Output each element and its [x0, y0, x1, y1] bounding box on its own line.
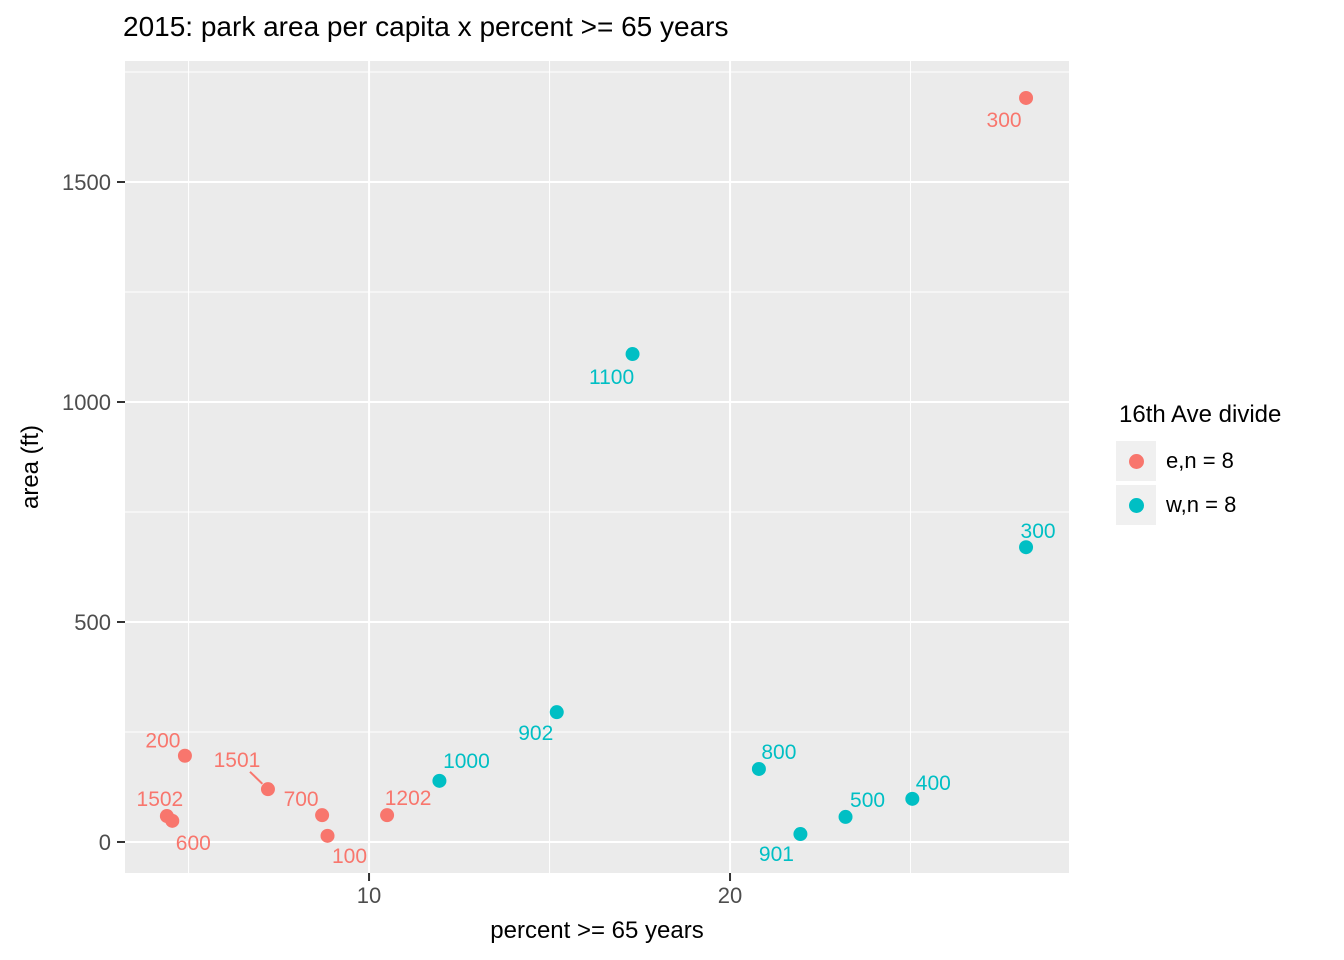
x-axis-title: percent >= 65 years — [490, 917, 704, 944]
y-tick-label: 1000 — [62, 390, 111, 415]
data-point — [1019, 540, 1034, 555]
point-label: 800 — [761, 741, 796, 764]
point-label: 500 — [850, 789, 885, 812]
point-label: 901 — [759, 843, 794, 866]
point-label: 100 — [332, 845, 367, 868]
label-leader-line — [249, 771, 264, 785]
data-point — [432, 773, 447, 788]
plot-panel — [125, 61, 1069, 873]
point-label: 300 — [1021, 520, 1056, 543]
x-tick-label: 10 — [357, 883, 381, 908]
data-point — [1019, 90, 1034, 105]
data-point — [165, 813, 180, 828]
data-point — [315, 808, 330, 823]
legend-entry-w: w,n = 8 — [1116, 485, 1281, 525]
data-point — [549, 705, 564, 720]
point-label: 400 — [916, 772, 951, 795]
y-tick-label: 0 — [99, 830, 111, 855]
point-label: 1501 — [214, 749, 261, 772]
chart-title: 2015: park area per capita x percent >= … — [123, 11, 729, 42]
data-point — [320, 828, 335, 843]
y-tick-label: 1500 — [62, 170, 111, 195]
data-point — [793, 827, 808, 842]
y-axis-title: area (ft) — [17, 424, 44, 510]
point-label: 600 — [176, 832, 211, 855]
data-point — [751, 761, 766, 776]
data-point — [260, 782, 275, 797]
point-label: 200 — [145, 730, 180, 753]
point-label: 700 — [284, 788, 319, 811]
point-label: 1502 — [137, 788, 184, 811]
data-point — [380, 808, 395, 823]
legend-key-e — [1116, 441, 1156, 481]
x-tick-label: 20 — [718, 883, 742, 908]
legend-title: 16th Ave divide — [1119, 401, 1282, 428]
data-point — [905, 791, 920, 806]
y-tick-label: 500 — [74, 610, 111, 635]
point-label: 1100 — [589, 366, 634, 389]
legend-dot-w-icon — [1128, 497, 1144, 513]
point-label: 902 — [518, 722, 553, 745]
point-label: 1202 — [385, 787, 432, 810]
legend-dot-e-icon — [1128, 453, 1144, 469]
legend-key-w — [1116, 485, 1156, 525]
data-point — [838, 809, 853, 824]
point-label: 300 — [987, 109, 1022, 132]
legend: 16th Ave divide e,n = 8 w,n = 8 — [1116, 401, 1281, 529]
data-point — [177, 748, 192, 763]
point-label: 1000 — [443, 750, 490, 773]
data-point — [625, 347, 640, 362]
legend-entry-w-label: w,n = 8 — [1166, 492, 1237, 517]
legend-entry-e-label: e,n = 8 — [1166, 448, 1234, 473]
legend-entry-e: e,n = 8 — [1116, 441, 1281, 481]
